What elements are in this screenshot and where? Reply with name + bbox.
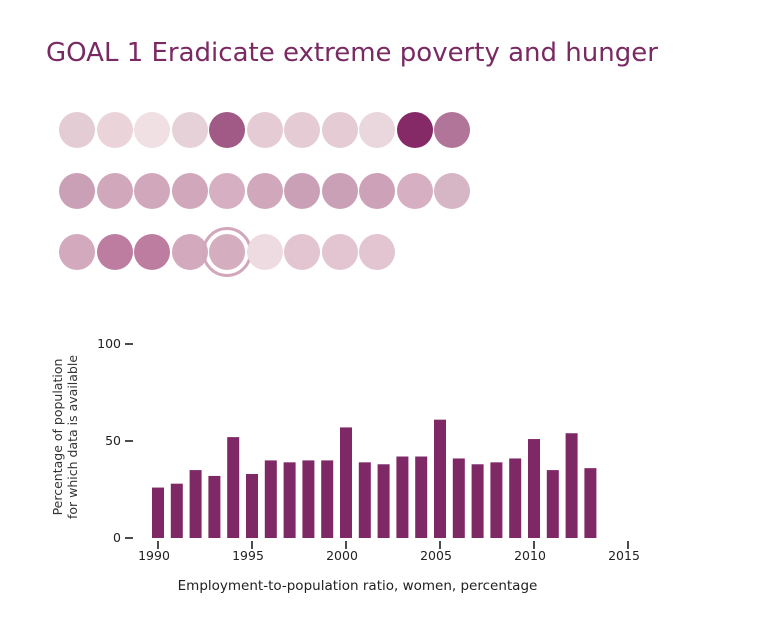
y-axis-label: Percentage of population for which data … xyxy=(50,350,80,525)
indicator-dot[interactable] xyxy=(59,234,95,270)
bar xyxy=(471,464,484,538)
indicator-dot[interactable] xyxy=(209,234,245,270)
y-axis-label-line-1: Percentage of population xyxy=(50,359,65,516)
indicator-dot[interactable] xyxy=(321,112,358,148)
indicator-dot[interactable] xyxy=(209,173,245,209)
bar xyxy=(208,475,221,538)
page-title: GOAL 1 Eradicate extreme poverty and hun… xyxy=(46,38,658,68)
x-tick-label: 2010 xyxy=(514,548,546,563)
x-tick-label: 2005 xyxy=(420,548,452,563)
indicator-dot[interactable] xyxy=(96,173,133,209)
indicator-dot[interactable] xyxy=(246,173,283,209)
bar xyxy=(490,462,503,538)
bar xyxy=(509,458,522,538)
indicator-dot[interactable] xyxy=(96,112,133,148)
bar xyxy=(528,439,540,538)
indicator-dot[interactable] xyxy=(171,173,208,209)
indicator-dot[interactable] xyxy=(434,112,470,148)
bar xyxy=(377,464,390,538)
indicator-dot[interactable] xyxy=(246,234,283,270)
bar xyxy=(452,458,465,538)
indicator-dot[interactable] xyxy=(284,234,320,270)
bar xyxy=(264,460,277,538)
bar xyxy=(546,470,559,538)
indicator-dot[interactable] xyxy=(434,173,470,209)
indicator-dot[interactable] xyxy=(134,234,170,270)
indicator-dot[interactable] xyxy=(359,173,395,209)
indicator-dot[interactable] xyxy=(246,112,283,148)
bar xyxy=(340,427,352,538)
bar xyxy=(152,487,164,538)
bar xyxy=(246,473,258,538)
bar xyxy=(358,462,371,538)
bar xyxy=(434,419,446,538)
bar xyxy=(302,460,315,538)
indicator-dot[interactable] xyxy=(321,173,358,209)
indicator-dot[interactable] xyxy=(284,173,320,209)
indicator-dot[interactable] xyxy=(359,234,395,270)
bar xyxy=(584,468,597,538)
bar xyxy=(321,460,334,538)
indicator-dot[interactable] xyxy=(134,112,170,148)
bar xyxy=(283,462,296,538)
x-tick-label: 2000 xyxy=(326,548,358,563)
indicator-dot[interactable] xyxy=(209,112,245,148)
bar-chart: 0 50 100 1990 1995 2000 2005 2010 2015 xyxy=(97,336,640,563)
bar xyxy=(189,470,202,538)
indicator-dot[interactable] xyxy=(396,112,433,148)
indicator-dot-grid xyxy=(0,0,778,300)
indicator-dot[interactable] xyxy=(396,173,433,209)
bar xyxy=(227,437,240,538)
y-axis-label-svg: Percentage of population for which data … xyxy=(50,355,80,519)
x-axis-label: Employment-to-population ratio, women, p… xyxy=(177,578,538,594)
bar xyxy=(396,456,409,538)
y-tick-label: 100 xyxy=(97,336,121,351)
x-tick-label: 2015 xyxy=(608,548,640,563)
y-tick-label: 0 xyxy=(113,530,121,545)
indicator-dot[interactable] xyxy=(284,112,320,148)
bar xyxy=(170,483,183,538)
indicator-dot[interactable] xyxy=(359,112,395,148)
y-axis-label-line-2: for which data is available xyxy=(65,355,80,519)
indicator-dot[interactable] xyxy=(96,234,133,270)
indicator-dot[interactable] xyxy=(171,112,208,148)
indicator-dot[interactable] xyxy=(134,173,170,209)
x-tick-label: 1990 xyxy=(138,548,170,563)
x-tick-label: 1995 xyxy=(232,548,264,563)
indicator-dot[interactable] xyxy=(59,173,95,209)
bar xyxy=(415,456,428,538)
indicator-dot[interactable] xyxy=(59,112,95,148)
indicator-dot[interactable] xyxy=(321,234,358,270)
bar xyxy=(565,433,578,538)
indicator-dot[interactable] xyxy=(171,234,208,270)
y-tick-label: 50 xyxy=(105,433,121,448)
